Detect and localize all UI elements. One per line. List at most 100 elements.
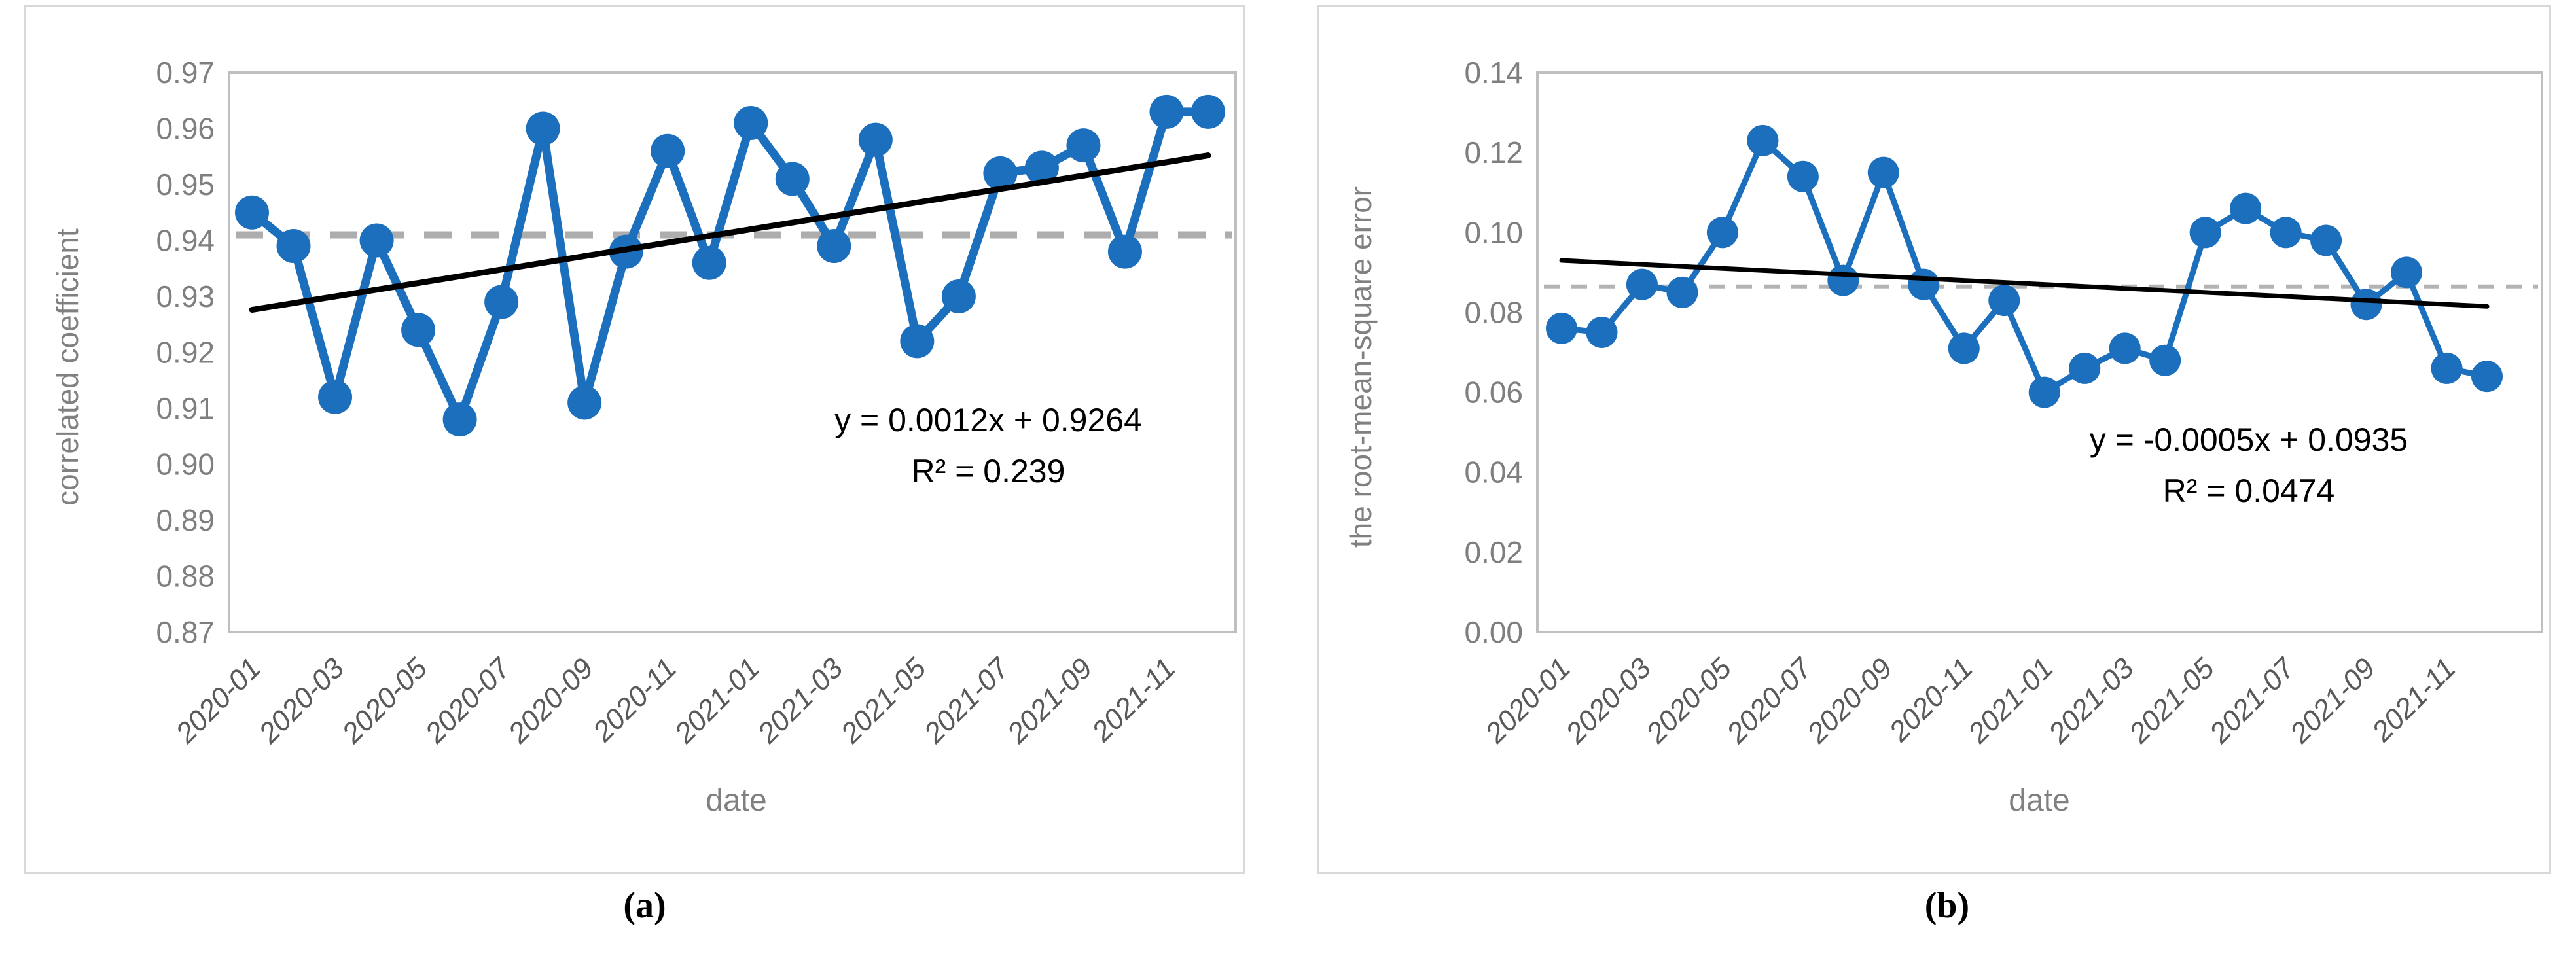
plot-frame: [1536, 71, 2543, 633]
x-tick-label: 2021-01: [1961, 652, 2060, 750]
x-tick-label: 2021-07: [918, 651, 1016, 750]
y-tick-label: 0.91: [156, 391, 215, 425]
data-point: [1626, 268, 1658, 300]
data-point: [1867, 156, 1899, 188]
data-point: [1787, 160, 1819, 192]
data-point: [401, 313, 436, 347]
data-point: [2270, 217, 2302, 249]
data-point: [1149, 94, 1184, 129]
y-axis-title-a: correlated coefficient: [50, 228, 84, 506]
y-tick-label: 0.08: [1464, 295, 1523, 329]
data-point: [983, 156, 1018, 190]
data-point: [651, 133, 685, 168]
data-point: [567, 385, 602, 420]
x-tick-label: 2020-11: [586, 652, 683, 748]
x-tick-label: 2020-07: [1720, 651, 1819, 750]
data-point: [276, 229, 311, 264]
x-tick-label: 2020-01: [1479, 652, 1577, 750]
x-tick-label: 2021-03: [2042, 652, 2140, 750]
x-tick-label: 2021-09: [1001, 652, 1099, 750]
x-tick-label: 2020-05: [1639, 652, 1738, 750]
caption-a: (a): [623, 885, 666, 926]
data-point: [1066, 128, 1101, 163]
trendline-equation-b: y = -0.0005x + 0.0935: [2089, 421, 2408, 458]
data-point: [359, 223, 394, 258]
data-point: [484, 285, 519, 319]
data-point: [2069, 352, 2101, 384]
y-tick-label: 0.92: [156, 336, 215, 370]
data-point: [2471, 361, 2503, 393]
data-point: [2189, 217, 2221, 249]
trendline-annotation-b: y = -0.0005x + 0.0935 R² = 0.0474: [2090, 414, 2408, 516]
x-tick-label: 2021-11: [2365, 652, 2461, 748]
data-point: [1586, 316, 1618, 348]
data-point: [1107, 234, 1142, 269]
y-tick-label: 0.89: [156, 503, 215, 537]
x-tick-label: 2021-01: [668, 652, 766, 750]
y-tick-label: 0.97: [156, 56, 215, 90]
x-tick-label: 2020-03: [1559, 652, 1657, 750]
panel-b: 0.14 0.12 0.10 0.08 0.06 0.04 0.02 0.00 2020-01 2…: [1317, 5, 2551, 874]
trendline-annotation-a: y = 0.0012x + 0.9264 R² = 0.239: [834, 395, 1142, 497]
data-point: [817, 229, 851, 264]
data-point: [692, 245, 726, 280]
data-point: [1827, 264, 1859, 296]
y-tick-label: 0.93: [156, 279, 215, 313]
data-point: [734, 105, 768, 140]
data-point: [526, 111, 560, 146]
x-tick-label: 2021-07: [2203, 651, 2302, 750]
data-point: [2109, 332, 2141, 364]
data-point: [318, 380, 353, 414]
y-tick-label: 0.14: [1464, 56, 1523, 90]
data-point: [775, 162, 810, 196]
x-tick-label: 2020-09: [1800, 652, 1899, 750]
x-tick-label: 2021-09: [2283, 652, 2382, 750]
data-point: [2391, 256, 2423, 289]
data-point: [900, 324, 935, 359]
panel-a: 0.97 0.96 0.95 0.94 0.93 0.92 0.91 0.90 0.89 0.88…: [24, 5, 1245, 874]
y-tick-label: 0.87: [156, 615, 215, 649]
y-axis-title-b: the root-mean-square error: [1344, 186, 1378, 548]
y-tick-label: 0.88: [156, 559, 215, 593]
x-tick-label: 2020-11: [1883, 652, 1979, 748]
caption-b: (b): [1924, 885, 1970, 926]
y-tick-label: 0.06: [1464, 376, 1523, 410]
trend-line: [249, 152, 1211, 313]
data-point: [2310, 224, 2342, 256]
trendline-r-squared-b: R² = 0.0474: [2162, 472, 2335, 509]
data-point: [235, 195, 269, 230]
x-axis-title-a: date: [706, 783, 767, 818]
data-point: [2350, 289, 2382, 321]
data-point: [1666, 276, 1698, 308]
data-point: [2028, 376, 2060, 408]
y-tick-label: 0.90: [156, 448, 215, 482]
x-tick-label: 2020-05: [336, 652, 434, 750]
data-point: [1191, 94, 1225, 129]
x-tick-label: 2020-03: [253, 652, 351, 750]
data-point: [858, 122, 893, 157]
trendline-r-squared-a: R² = 0.239: [911, 453, 1065, 489]
y-tick-label: 0.00: [1464, 615, 1523, 649]
x-tick-label: 2020-07: [419, 651, 518, 750]
x-tick-label: 2020-01: [170, 652, 268, 750]
x-tick-label: 2021-03: [751, 652, 850, 750]
data-point: [2149, 344, 2181, 376]
trendline-equation-a: y = 0.0012x + 0.9264: [834, 402, 1142, 438]
x-tick-label: 2021-11: [1085, 652, 1181, 748]
data-point: [1948, 332, 1980, 364]
y-tick-label: 0.95: [156, 168, 215, 202]
x-tick-label: 2021-05: [834, 652, 933, 750]
chart-canvas-a: 0.97 0.96 0.95 0.94 0.93 0.92 0.91 0.90 0.89 0.88…: [156, 56, 1237, 750]
y-tick-label: 0.10: [1464, 215, 1523, 249]
plot-frame: [228, 71, 1237, 633]
data-point: [442, 402, 477, 437]
data-point: [2230, 192, 2262, 224]
series-line: [247, 107, 1213, 424]
data-point: [941, 279, 976, 313]
y-tick-label: 0.96: [156, 112, 215, 146]
data-point: [1546, 312, 1577, 344]
y-tick-label: 0.04: [1464, 455, 1523, 489]
x-axis-title-b: date: [2009, 783, 2070, 818]
chart-canvas-b: 0.140.120.100.080.060.040.020.002020-012…: [1464, 56, 2543, 750]
